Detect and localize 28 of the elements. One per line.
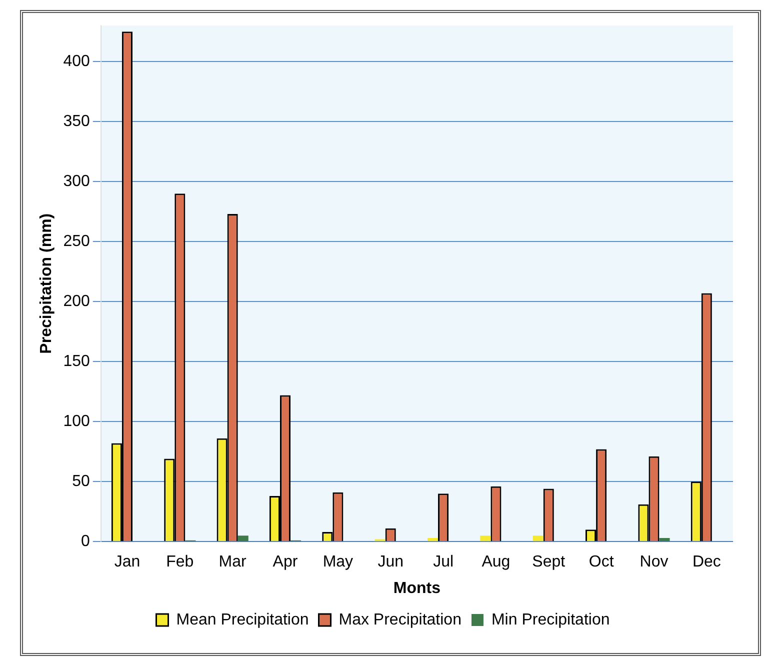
x-tick-label: Aug [482,554,510,571]
x-tick-label: Dec [692,554,721,571]
x-axis-title: Monts [393,580,441,597]
y-tick-label: 200 [63,293,90,310]
x-tick-label: Jun [378,554,404,571]
bar [238,536,248,542]
y-axis-title: Precipitation (mm) [38,213,56,354]
y-tick-label: 0 [80,533,90,550]
y-tick-label: 250 [63,233,90,250]
x-tick-label: Sept [532,554,566,571]
x-tick-label: Jan [114,554,140,571]
y-tick-label: 50 [72,473,90,490]
x-tick-label: Oct [588,554,614,571]
legend-label: Max Precipitation [338,611,462,628]
x-tick-label: Nov [640,554,668,571]
x-tick-label: Apr [272,554,298,571]
x-tick-label: Jul [433,554,454,571]
y-tick-label: 300 [63,173,90,190]
x-tick-label: Feb [166,554,194,571]
y-tick-label: 150 [63,353,90,370]
x-tick-label: May [322,554,354,571]
y-tick-label: 400 [63,53,90,70]
legend-label: Min Precipitation [491,611,610,628]
legend-label: Mean Precipitation [176,611,309,628]
bar [659,538,670,542]
y-tick-label: 100 [63,413,90,430]
x-tick-label: Mar [218,554,248,571]
y-tick-label: 350 [63,113,90,130]
